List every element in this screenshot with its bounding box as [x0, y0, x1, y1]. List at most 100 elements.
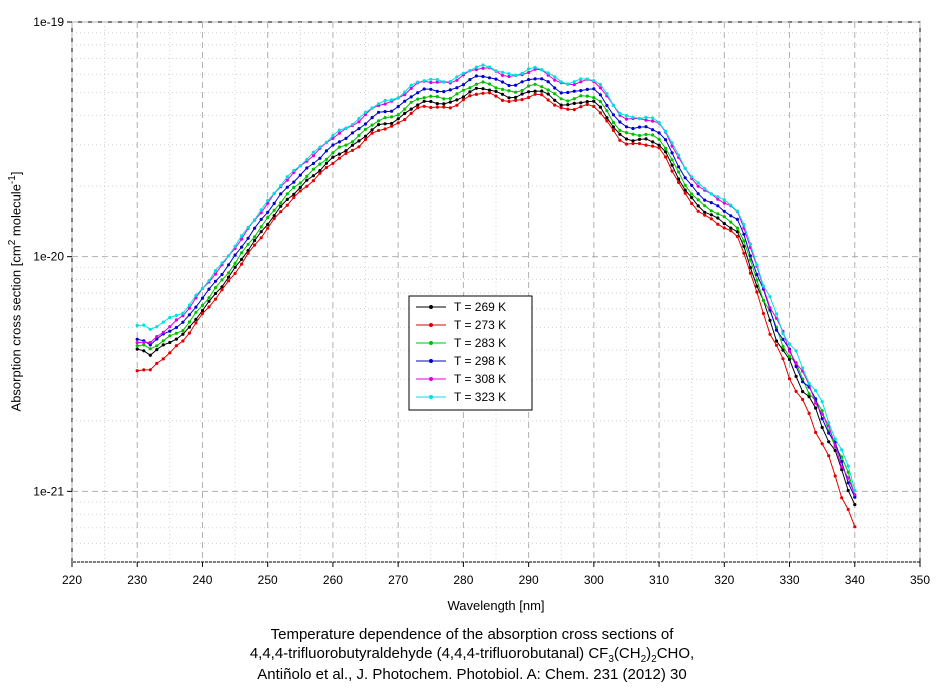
data-point — [350, 143, 355, 147]
x-tick-label: 300 — [584, 573, 604, 587]
data-point — [194, 321, 198, 325]
series-t-298-k — [135, 74, 857, 499]
data-point — [279, 184, 283, 188]
data-point — [846, 464, 850, 468]
data-point — [801, 397, 805, 402]
data-point — [285, 197, 289, 201]
data-point — [761, 299, 766, 303]
data-point — [213, 297, 218, 301]
data-point — [311, 150, 315, 154]
data-point — [285, 175, 289, 179]
data-point — [553, 98, 557, 102]
data-point — [240, 262, 244, 266]
data-point — [194, 293, 198, 297]
data-point — [481, 91, 485, 95]
data-point — [781, 357, 785, 361]
data-point — [442, 80, 446, 84]
data-point — [748, 254, 753, 258]
data-point — [181, 332, 185, 336]
data-point — [187, 303, 191, 307]
data-point — [716, 204, 720, 208]
data-point — [664, 150, 668, 154]
data-point — [533, 65, 537, 69]
data-point — [801, 380, 805, 384]
data-point — [540, 77, 544, 81]
data-point — [807, 381, 811, 385]
data-point — [474, 65, 478, 69]
data-point — [579, 105, 583, 109]
data-point — [181, 339, 185, 343]
data-point — [148, 368, 152, 372]
data-point — [579, 94, 583, 98]
x-tick-label: 230 — [127, 573, 147, 587]
data-point — [637, 116, 642, 121]
data-point — [461, 98, 465, 102]
data-point — [455, 78, 459, 82]
data-point — [272, 216, 276, 221]
data-point — [553, 75, 557, 79]
data-point — [683, 183, 687, 187]
data-point — [677, 180, 681, 184]
data-point — [690, 175, 694, 179]
data-point — [768, 332, 772, 336]
legend-swatch-marker — [429, 359, 433, 363]
data-point — [174, 337, 178, 341]
data-point — [187, 306, 191, 310]
data-point — [455, 103, 459, 107]
data-point — [801, 366, 805, 370]
data-point — [566, 107, 570, 111]
data-point — [722, 215, 726, 219]
data-point — [148, 327, 152, 331]
data-point — [396, 105, 400, 109]
data-point — [559, 80, 563, 84]
x-tick-label: 290 — [519, 573, 539, 587]
data-point — [318, 171, 322, 175]
data-point — [559, 91, 563, 95]
data-point — [357, 145, 361, 149]
data-point — [200, 311, 205, 316]
data-point — [259, 230, 263, 234]
data-point — [363, 137, 368, 142]
data-point — [298, 181, 302, 185]
data-point — [403, 111, 407, 115]
data-point — [142, 349, 146, 353]
data-point — [448, 88, 452, 92]
series-t-273-k — [135, 91, 857, 529]
data-point — [240, 234, 244, 238]
data-point — [494, 77, 498, 81]
data-point — [827, 454, 831, 458]
data-point — [461, 83, 465, 87]
data-point — [135, 369, 139, 373]
data-point — [363, 122, 368, 126]
data-point — [213, 291, 218, 296]
data-point — [644, 132, 648, 137]
data-point — [213, 269, 218, 273]
data-point — [181, 320, 185, 324]
data-point — [670, 151, 674, 155]
data-point — [298, 173, 302, 177]
data-point — [416, 106, 420, 110]
data-point — [690, 196, 694, 200]
data-point — [448, 106, 452, 110]
data-point — [331, 143, 335, 147]
caption-line-1: Temperature dependence of the absorption… — [270, 626, 674, 643]
data-point — [409, 111, 413, 115]
data-point — [598, 105, 603, 109]
data-point — [631, 132, 635, 136]
data-point — [670, 141, 674, 145]
data-point — [644, 137, 648, 141]
data-point — [468, 94, 472, 98]
data-point — [611, 125, 616, 129]
data-point — [540, 68, 544, 72]
data-point — [716, 216, 720, 220]
data-point — [233, 261, 237, 265]
data-point — [474, 92, 478, 96]
data-point — [168, 334, 172, 338]
data-point — [840, 465, 844, 469]
x-tick-label: 340 — [845, 573, 865, 587]
data-point — [520, 92, 524, 96]
data-point — [585, 102, 589, 106]
data-point — [213, 286, 218, 290]
data-point — [311, 174, 315, 178]
data-point — [318, 145, 322, 149]
